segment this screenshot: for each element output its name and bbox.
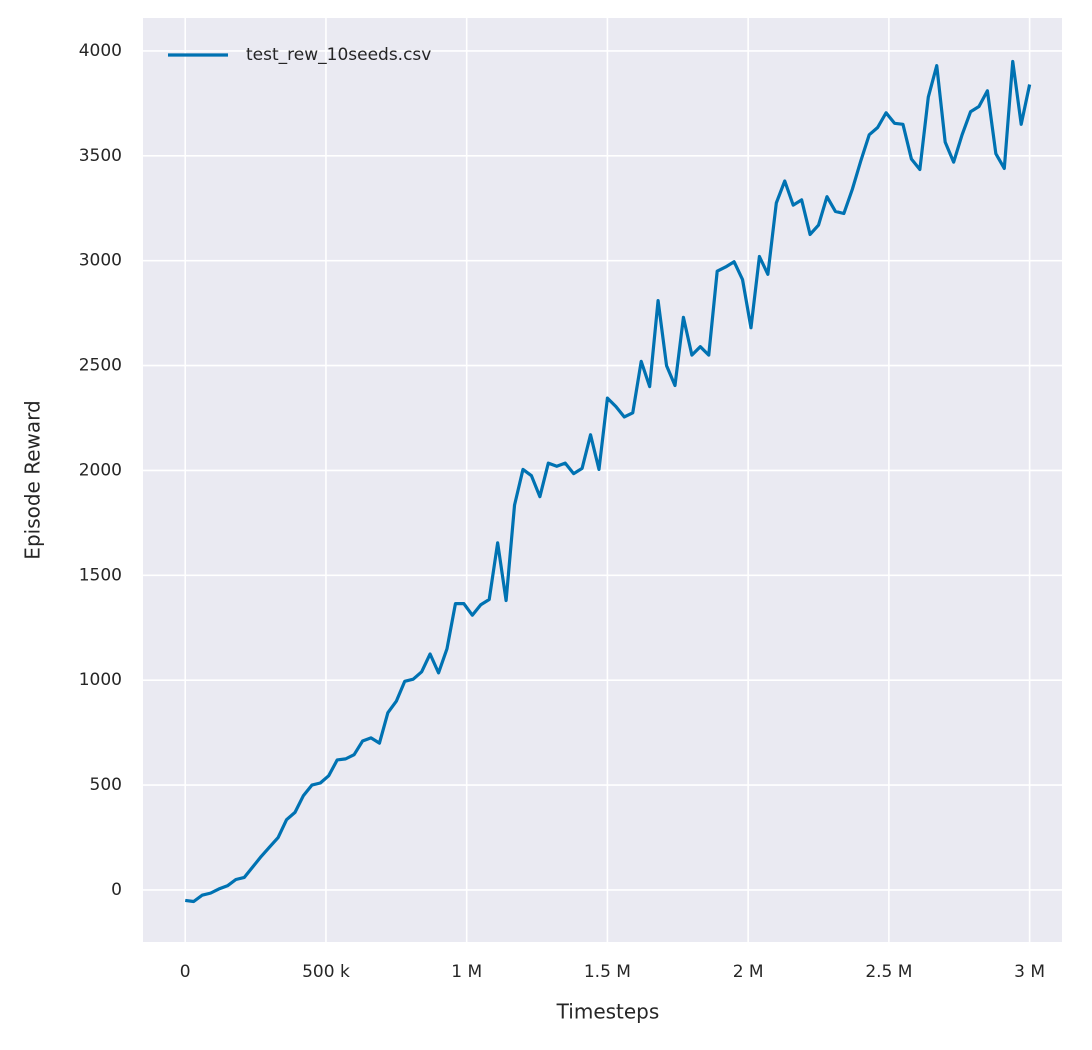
y-tick-label: 2500 — [79, 356, 122, 376]
x-axis-label: Timesteps — [556, 1000, 660, 1024]
series-line — [185, 59, 1032, 904]
x-tick-label: 500 k — [302, 962, 350, 982]
y-tick-label: 0 — [111, 880, 122, 900]
legend-label: test_rew_10seeds.csv — [246, 45, 431, 65]
x-tick-label: 3 M — [1014, 962, 1045, 982]
y-tick-label: 3000 — [79, 251, 122, 271]
y-axis-label: Episode Reward — [21, 400, 45, 559]
x-tick-label: 2.5 M — [865, 962, 912, 982]
y-tick-label: 1500 — [79, 565, 122, 585]
plot-area — [143, 18, 1062, 942]
y-tick-label: 2000 — [79, 460, 122, 480]
x-tick-label: 2 M — [733, 962, 764, 982]
y-tick-label: 3500 — [79, 146, 122, 166]
y-tick-label: 500 — [90, 775, 122, 795]
y-tick-label: 4000 — [79, 41, 122, 61]
y-tick-label: 1000 — [79, 670, 122, 690]
x-tick-label: 0 — [180, 962, 191, 982]
x-tick-label: 1.5 M — [584, 962, 631, 982]
x-tick-label: 1 M — [451, 962, 482, 982]
